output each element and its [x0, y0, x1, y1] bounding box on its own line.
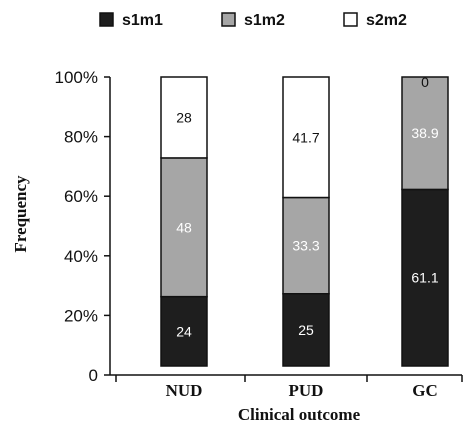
y-tick-label: 80% [64, 128, 98, 147]
y-ticks: 0 20% 40% 60% 80% 100% [55, 68, 110, 385]
bars: 24 48 28 25 33.3 41.7 61.1 38.9 0 [160, 74, 449, 367]
x-axis-title: Clinical outcome [238, 405, 361, 424]
bar-segment-s1m2-pud [282, 196, 330, 295]
legend-label-s2m2: s2m2 [366, 12, 407, 29]
data-label: 48 [176, 219, 192, 235]
y-tick-label: 0 [89, 366, 98, 385]
bar-segment-s1m2-gc [401, 76, 449, 191]
x-category-label: PUD [289, 381, 324, 400]
bar-segment-s1m2-nud [160, 157, 208, 298]
data-label: 28 [176, 109, 192, 125]
data-label: 0 [421, 74, 429, 90]
data-label: 24 [176, 323, 192, 339]
data-label: 25 [298, 322, 314, 338]
data-label: 41.7 [292, 129, 319, 145]
legend-swatch-s2m2 [343, 12, 358, 27]
y-tick-label: 100% [55, 68, 98, 87]
legend-label-s1m1: s1m1 [122, 12, 163, 29]
legend: s1m1 s1m2 s2m2 [99, 12, 407, 29]
bar-segment-s2m2-pud [282, 76, 330, 199]
x-category-label: NUD [166, 381, 203, 400]
legend-label-s1m2: s1m2 [244, 12, 285, 29]
legend-swatch-s1m1 [99, 12, 114, 27]
legend-swatch-s1m2 [221, 12, 236, 27]
y-tick-label: 20% [64, 306, 98, 325]
y-tick-label: 40% [64, 247, 98, 266]
y-axis-title: Frequency [11, 175, 30, 253]
y-tick-label: 60% [64, 187, 98, 206]
x-category-label: GC [412, 381, 438, 400]
data-label: 33.3 [292, 238, 319, 254]
bar-segment-s1m1-nud [160, 295, 208, 367]
x-category-labels: NUD PUD GC [115, 375, 463, 400]
bar-segment-s2m2-nud [160, 76, 208, 159]
axes [109, 77, 462, 376]
data-label: 38.9 [411, 125, 438, 141]
data-label: 61.1 [411, 270, 438, 286]
